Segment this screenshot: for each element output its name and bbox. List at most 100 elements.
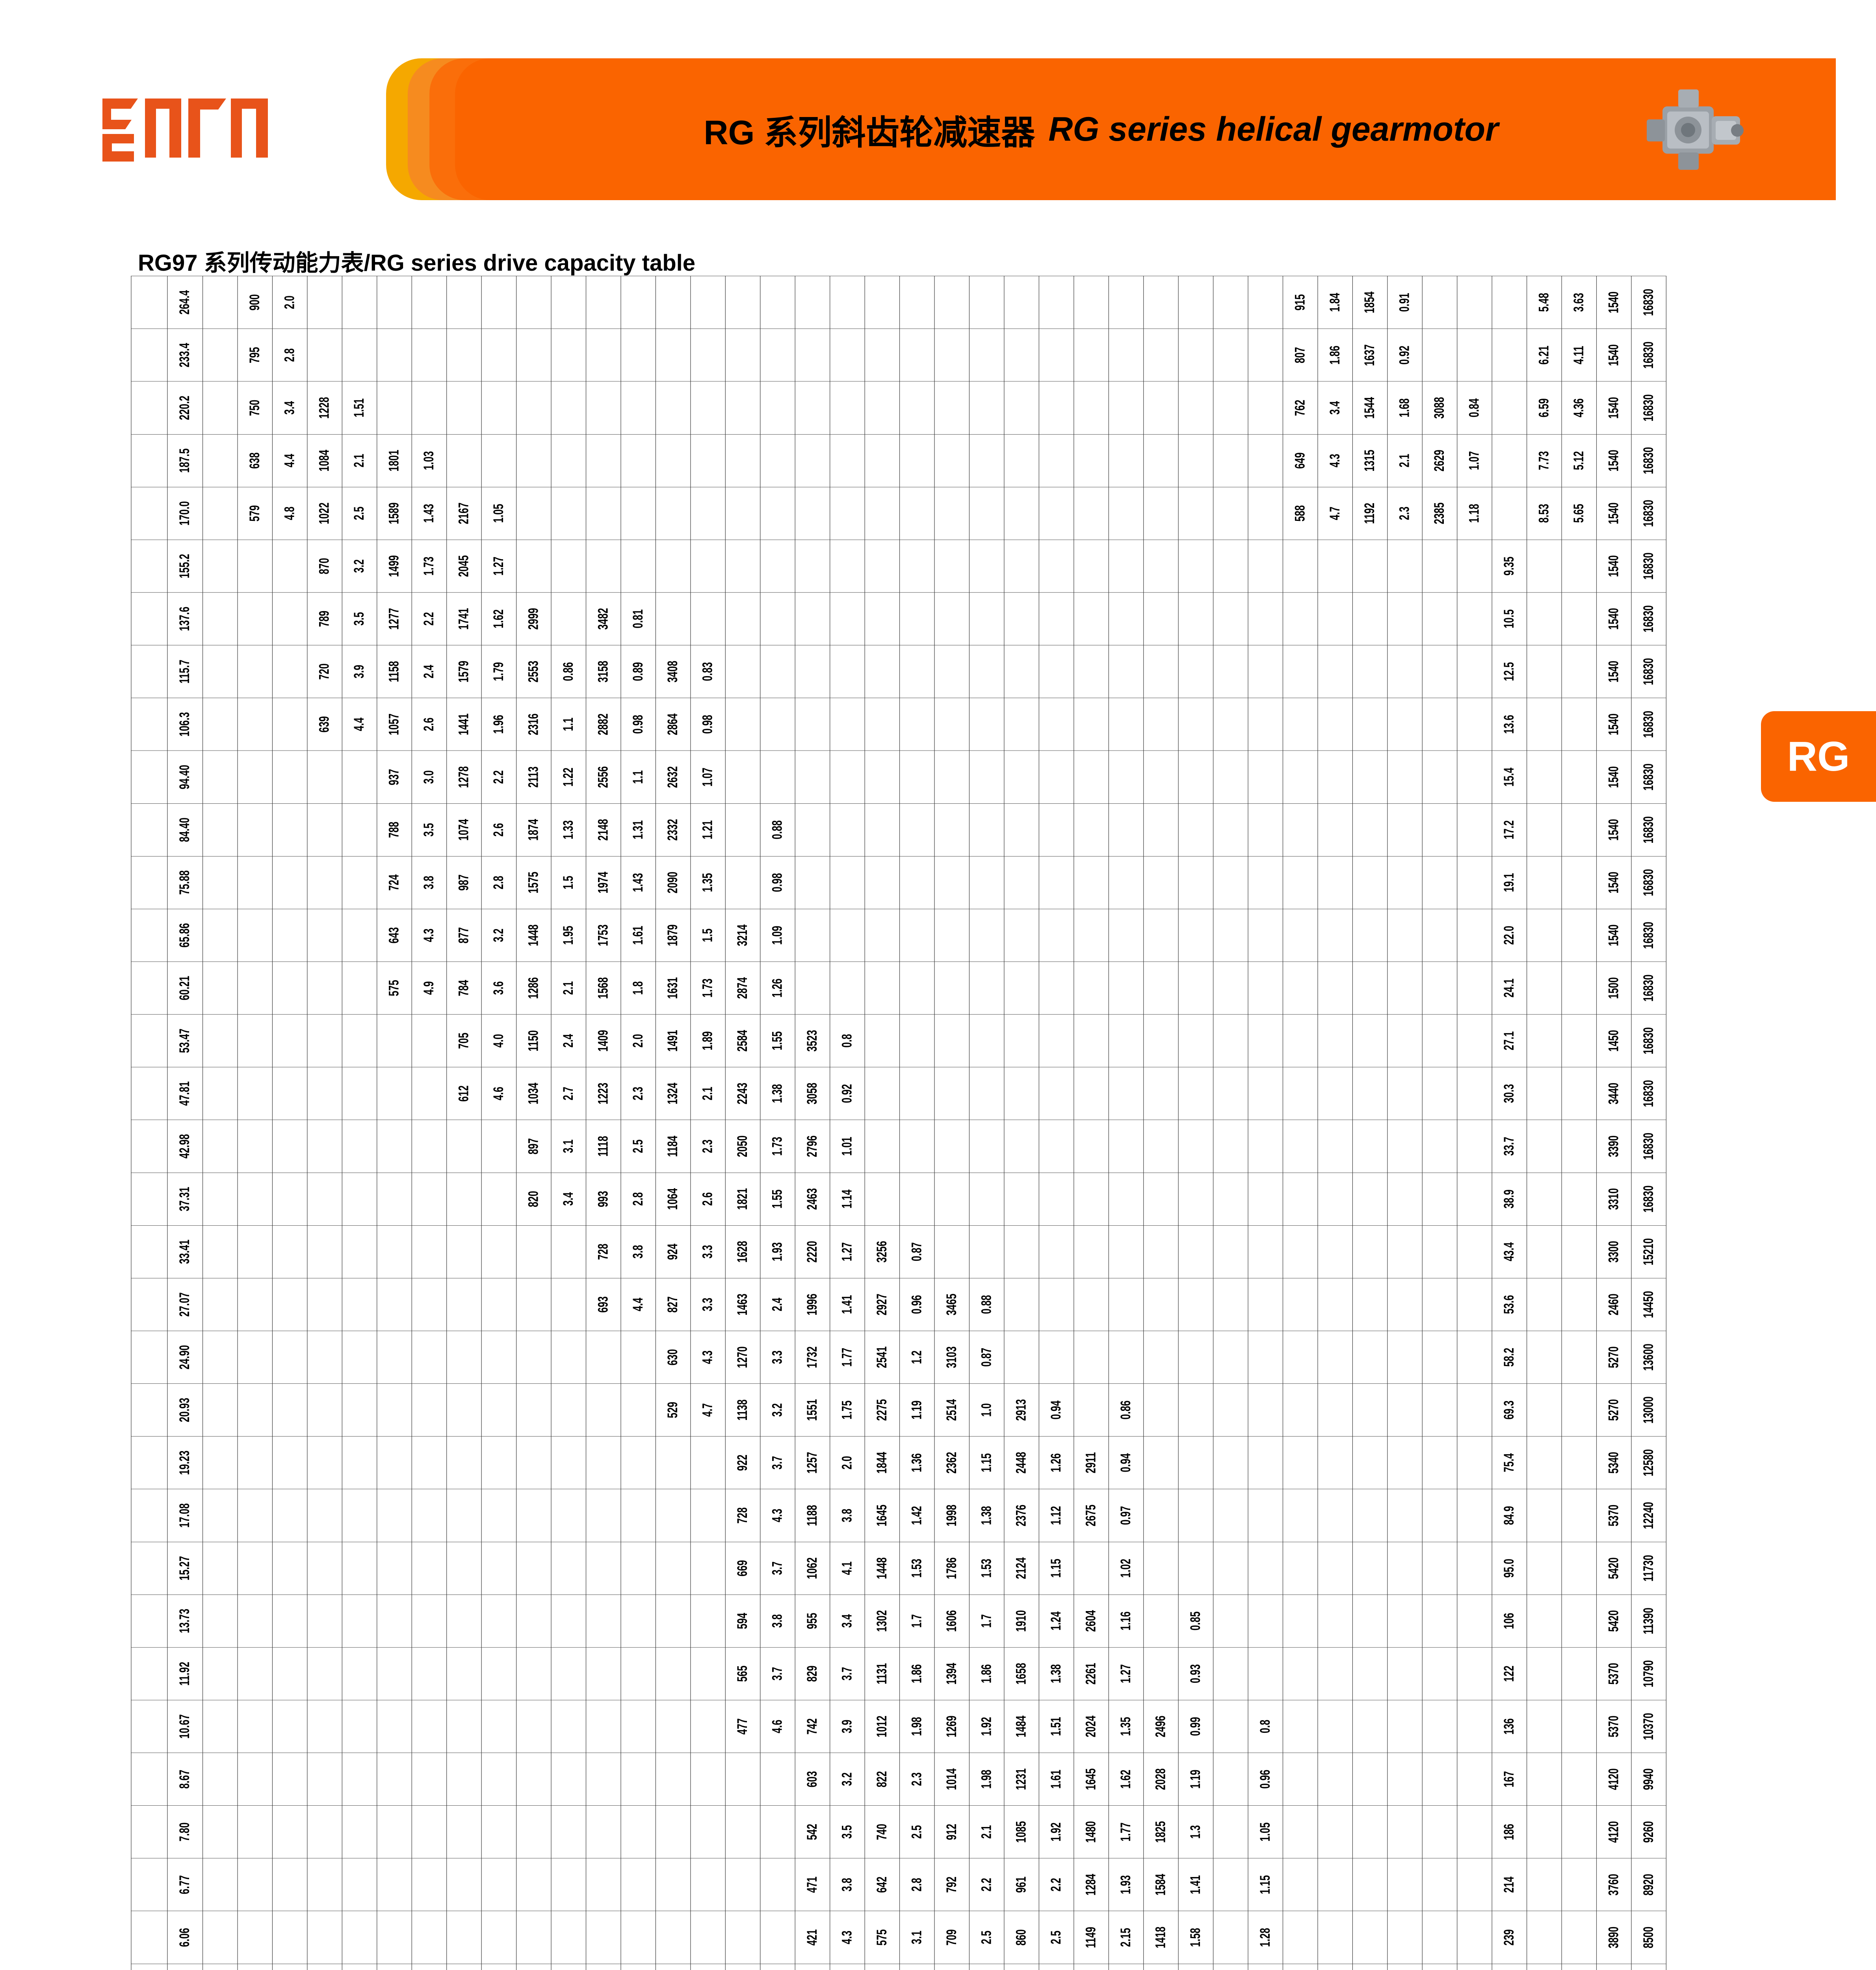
- fr2-value-9: 12240: [1631, 1489, 1666, 1542]
- fb-value-13-30: [1178, 381, 1213, 435]
- fb-value-14-21: [1248, 856, 1283, 909]
- t2-value-5-26: 3482: [586, 592, 621, 645]
- fb-value-14-23: [1248, 751, 1283, 804]
- fb-value-0-14: [272, 1225, 307, 1279]
- n2-6p-value-8: [1527, 1542, 1562, 1595]
- t2-value-6-2: [656, 1858, 691, 1911]
- fb-value-17-12: [1457, 1331, 1492, 1384]
- n2-4p-value-23: 15.4: [1492, 751, 1527, 804]
- n2-6p-value-11: [1527, 1383, 1562, 1437]
- fb-value-15-1: [1317, 1911, 1353, 1964]
- t2-value-16-2: [1352, 1858, 1387, 1911]
- t2-value-0-24: [238, 698, 273, 751]
- header-banner: [0, 58, 1876, 200]
- n2-6p-b-value-6: [1562, 1647, 1597, 1700]
- t2-value-2-23: 937: [377, 751, 412, 804]
- t2-value-15-23: [1283, 751, 1318, 804]
- table-row: FB1.771.581.411.31.190.990.930.85: [1178, 276, 1213, 1970]
- fb-value-9-26: [899, 592, 934, 645]
- t2-value-7-17: 2243: [725, 1067, 760, 1120]
- t2-value-5-21: 1974: [586, 856, 621, 909]
- fb-value-4-12: [551, 1331, 586, 1384]
- fb-value-6-24: 0.98: [690, 698, 726, 751]
- fb-value-9-31: [899, 329, 934, 382]
- t2-value-6-29: [656, 434, 691, 487]
- t2-value-10-2: 792: [934, 1858, 970, 1911]
- t2-value-15-27: [1283, 539, 1318, 593]
- t2-value-12-14: [1074, 1225, 1109, 1279]
- t2-value-10-0: 594: [934, 1964, 970, 1970]
- ratio-spacer-28: [131, 487, 167, 540]
- table-row: FB4.84.33.83.53.23.93.73.44.13.82.01.751…: [830, 276, 865, 1970]
- fb-value-8-16: 1.01: [830, 1120, 865, 1173]
- t2-value-9-28: [865, 487, 900, 540]
- t2-value-8-0: 353: [795, 1964, 830, 1970]
- t2-value-13-16: [1143, 1120, 1179, 1173]
- fb-value-16-26: [1387, 592, 1423, 645]
- t2-value-12-5: 2024: [1074, 1700, 1109, 1753]
- fb-value-5-1: [620, 1911, 656, 1964]
- t2-value-16-10: [1352, 1436, 1387, 1489]
- fb-value-9-27: [899, 539, 934, 593]
- fb-value-5-31: [620, 329, 656, 382]
- fr2-value-1: 8500: [1631, 1911, 1666, 1964]
- t2-value-4-0: [516, 1964, 552, 1970]
- fb-value-3-16: [481, 1120, 516, 1173]
- fb-value-10-6: 1.86: [969, 1647, 1004, 1700]
- fb-value-8-8: 4.1: [830, 1542, 865, 1595]
- table-row: 15kw/4PT2(N·m)59470979291210141269139416…: [934, 276, 970, 1970]
- table-row: n1=960rmp/6Pn2(rmp)8.537.736.596.215.48: [1527, 276, 1562, 1970]
- t2-value-17-31: [1422, 329, 1457, 382]
- fb-value-12-19: [1109, 961, 1144, 1015]
- fr1-value-1: 3890: [1596, 1911, 1631, 1964]
- n2-4p-value-22: 17.2: [1492, 803, 1527, 857]
- t2-value-8-14: 2220: [795, 1225, 830, 1279]
- fb-value-15-9: [1317, 1489, 1353, 1542]
- side-tab-rg[interactable]: RG: [1761, 711, 1876, 802]
- fb-value-1-23: [342, 751, 377, 804]
- t2-value-8-21: [795, 856, 830, 909]
- t2-value-15-2: [1283, 1858, 1318, 1911]
- t2-value-10-1: 709: [934, 1911, 970, 1964]
- t2-value-2-20: 643: [377, 909, 412, 962]
- t2-value-6-16: 1184: [656, 1120, 691, 1173]
- fb-value-10-22: [969, 803, 1004, 857]
- fb-value-13-28: [1178, 487, 1213, 540]
- fb-value-4-21: 1.5: [551, 856, 586, 909]
- fb-value-0-24: [272, 698, 307, 751]
- fb-value-17-27: [1457, 539, 1492, 593]
- fb-value-17-24: [1457, 698, 1492, 751]
- t2-value-16-32: 1854: [1352, 276, 1387, 329]
- fb-value-14-11: [1248, 1383, 1283, 1437]
- fb-value-12-26: [1109, 592, 1144, 645]
- t2-value-11-8: 2124: [1004, 1542, 1039, 1595]
- table-row: FB4.94.33.83.53.02.62.42.21.731.431.03: [412, 276, 447, 1970]
- t2-value-1-31: [307, 329, 342, 382]
- fb-value-11-26: [1039, 592, 1074, 645]
- fb-value-10-10: 1.15: [969, 1436, 1004, 1489]
- t2-value-15-28: 588: [1283, 487, 1318, 540]
- fb-value-14-28: [1248, 487, 1283, 540]
- fb-value-16-24: [1387, 698, 1423, 751]
- t2-value-1-10: [307, 1436, 342, 1489]
- fb-value-7-16: 1.73: [760, 1120, 795, 1173]
- t2-value-6-23: 2632: [656, 751, 691, 804]
- fr2-value-2: 8920: [1631, 1858, 1666, 1911]
- t2-value-6-30: [656, 381, 691, 435]
- paramcode-spacer-15: [202, 1173, 238, 1226]
- fb-value-2-23: 3.0: [412, 751, 447, 804]
- fb-value-0-15: [272, 1173, 307, 1226]
- table-row: FB4.84.43.42.82.0: [272, 276, 307, 1970]
- fb-value-3-13: [481, 1278, 516, 1331]
- fb-value-5-17: 2.3: [620, 1067, 656, 1120]
- t2-value-11-3: 1085: [1004, 1805, 1039, 1858]
- t2-value-11-20: [1004, 909, 1039, 962]
- t2-value-13-10: [1143, 1436, 1179, 1489]
- t2-value-13-0: 1188: [1143, 1964, 1179, 1970]
- fb-value-10-27: [969, 539, 1004, 593]
- fb-value-4-2: [551, 1858, 586, 1911]
- t2-value-13-9: [1143, 1489, 1179, 1542]
- n2-6p-value-26: [1527, 592, 1562, 645]
- fb-value-14-31: [1248, 329, 1283, 382]
- n2-4p-value-26: 10.5: [1492, 592, 1527, 645]
